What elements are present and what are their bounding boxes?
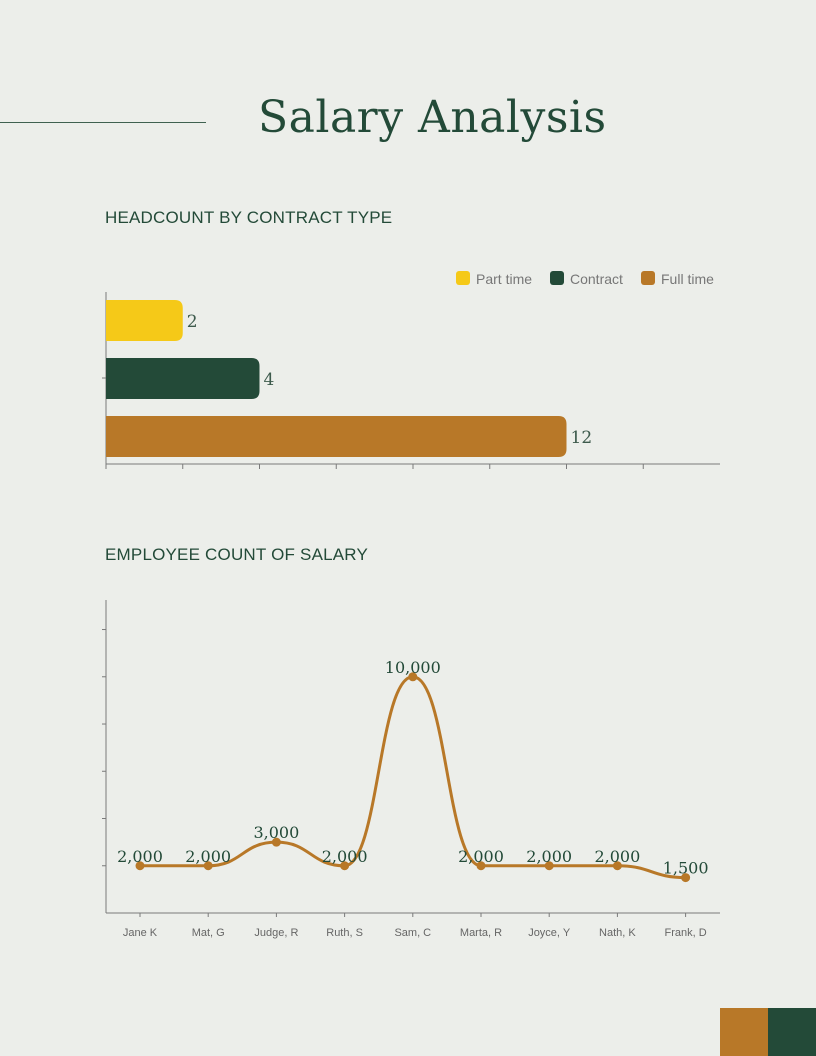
data-value-label: 2,000: [117, 847, 163, 866]
data-value-label: 2,000: [526, 847, 572, 866]
data-value-label: 10,000: [385, 658, 441, 677]
data-point: [271, 837, 281, 847]
x-tick-label: Frank, D: [665, 927, 707, 939]
x-tick-label: Mat, G: [192, 927, 225, 939]
line-chart-title: EMPLOYEE COUNT OF SALARY: [105, 545, 369, 564]
data-point: [612, 861, 622, 871]
legend-label: Full time: [661, 271, 714, 287]
x-tick-label: Nath, K: [599, 927, 636, 939]
data-value-label: 1,500: [663, 859, 709, 878]
bar-value-label: 12: [571, 428, 593, 448]
x-tick-label: Marta, R: [460, 927, 502, 939]
x-tick-label: Sam, C: [394, 927, 431, 939]
data-point: [544, 861, 554, 871]
bar-value-label: 2: [187, 312, 198, 332]
bar-contract: [106, 358, 260, 399]
data-point: [340, 861, 350, 871]
legend-label: Contract: [570, 271, 623, 287]
data-point: [681, 873, 691, 883]
data-value-label: 3,000: [253, 823, 299, 842]
legend-swatch: [550, 271, 564, 285]
x-tick-label: Ruth, S: [326, 927, 363, 939]
bar-full-time: [106, 416, 567, 457]
legend-swatch: [641, 271, 655, 285]
data-value-label: 2,000: [594, 847, 640, 866]
legend-label: Part time: [476, 271, 532, 287]
x-tick-label: Jane K: [123, 927, 158, 939]
data-value-label: 2,000: [185, 847, 231, 866]
x-tick-label: Joyce, Y: [528, 927, 571, 939]
corner-block-green: [768, 1008, 816, 1056]
title-rule: [0, 122, 206, 123]
data-point: [476, 861, 486, 871]
corner-block-brown: [720, 1008, 768, 1056]
data-point: [408, 672, 418, 682]
legend-swatch: [456, 271, 470, 285]
page-title: Salary Analysis: [258, 92, 607, 143]
data-point: [135, 861, 145, 871]
data-value-label: 2,000: [458, 847, 504, 866]
data-point: [203, 861, 213, 871]
x-tick-label: Judge, R: [254, 927, 298, 939]
bar-part-time: [106, 300, 183, 341]
bar-value-label: 4: [264, 370, 275, 390]
bar-chart-title: HEADCOUNT BY CONTRACT TYPE: [105, 208, 393, 227]
data-value-label: 2,000: [322, 847, 368, 866]
